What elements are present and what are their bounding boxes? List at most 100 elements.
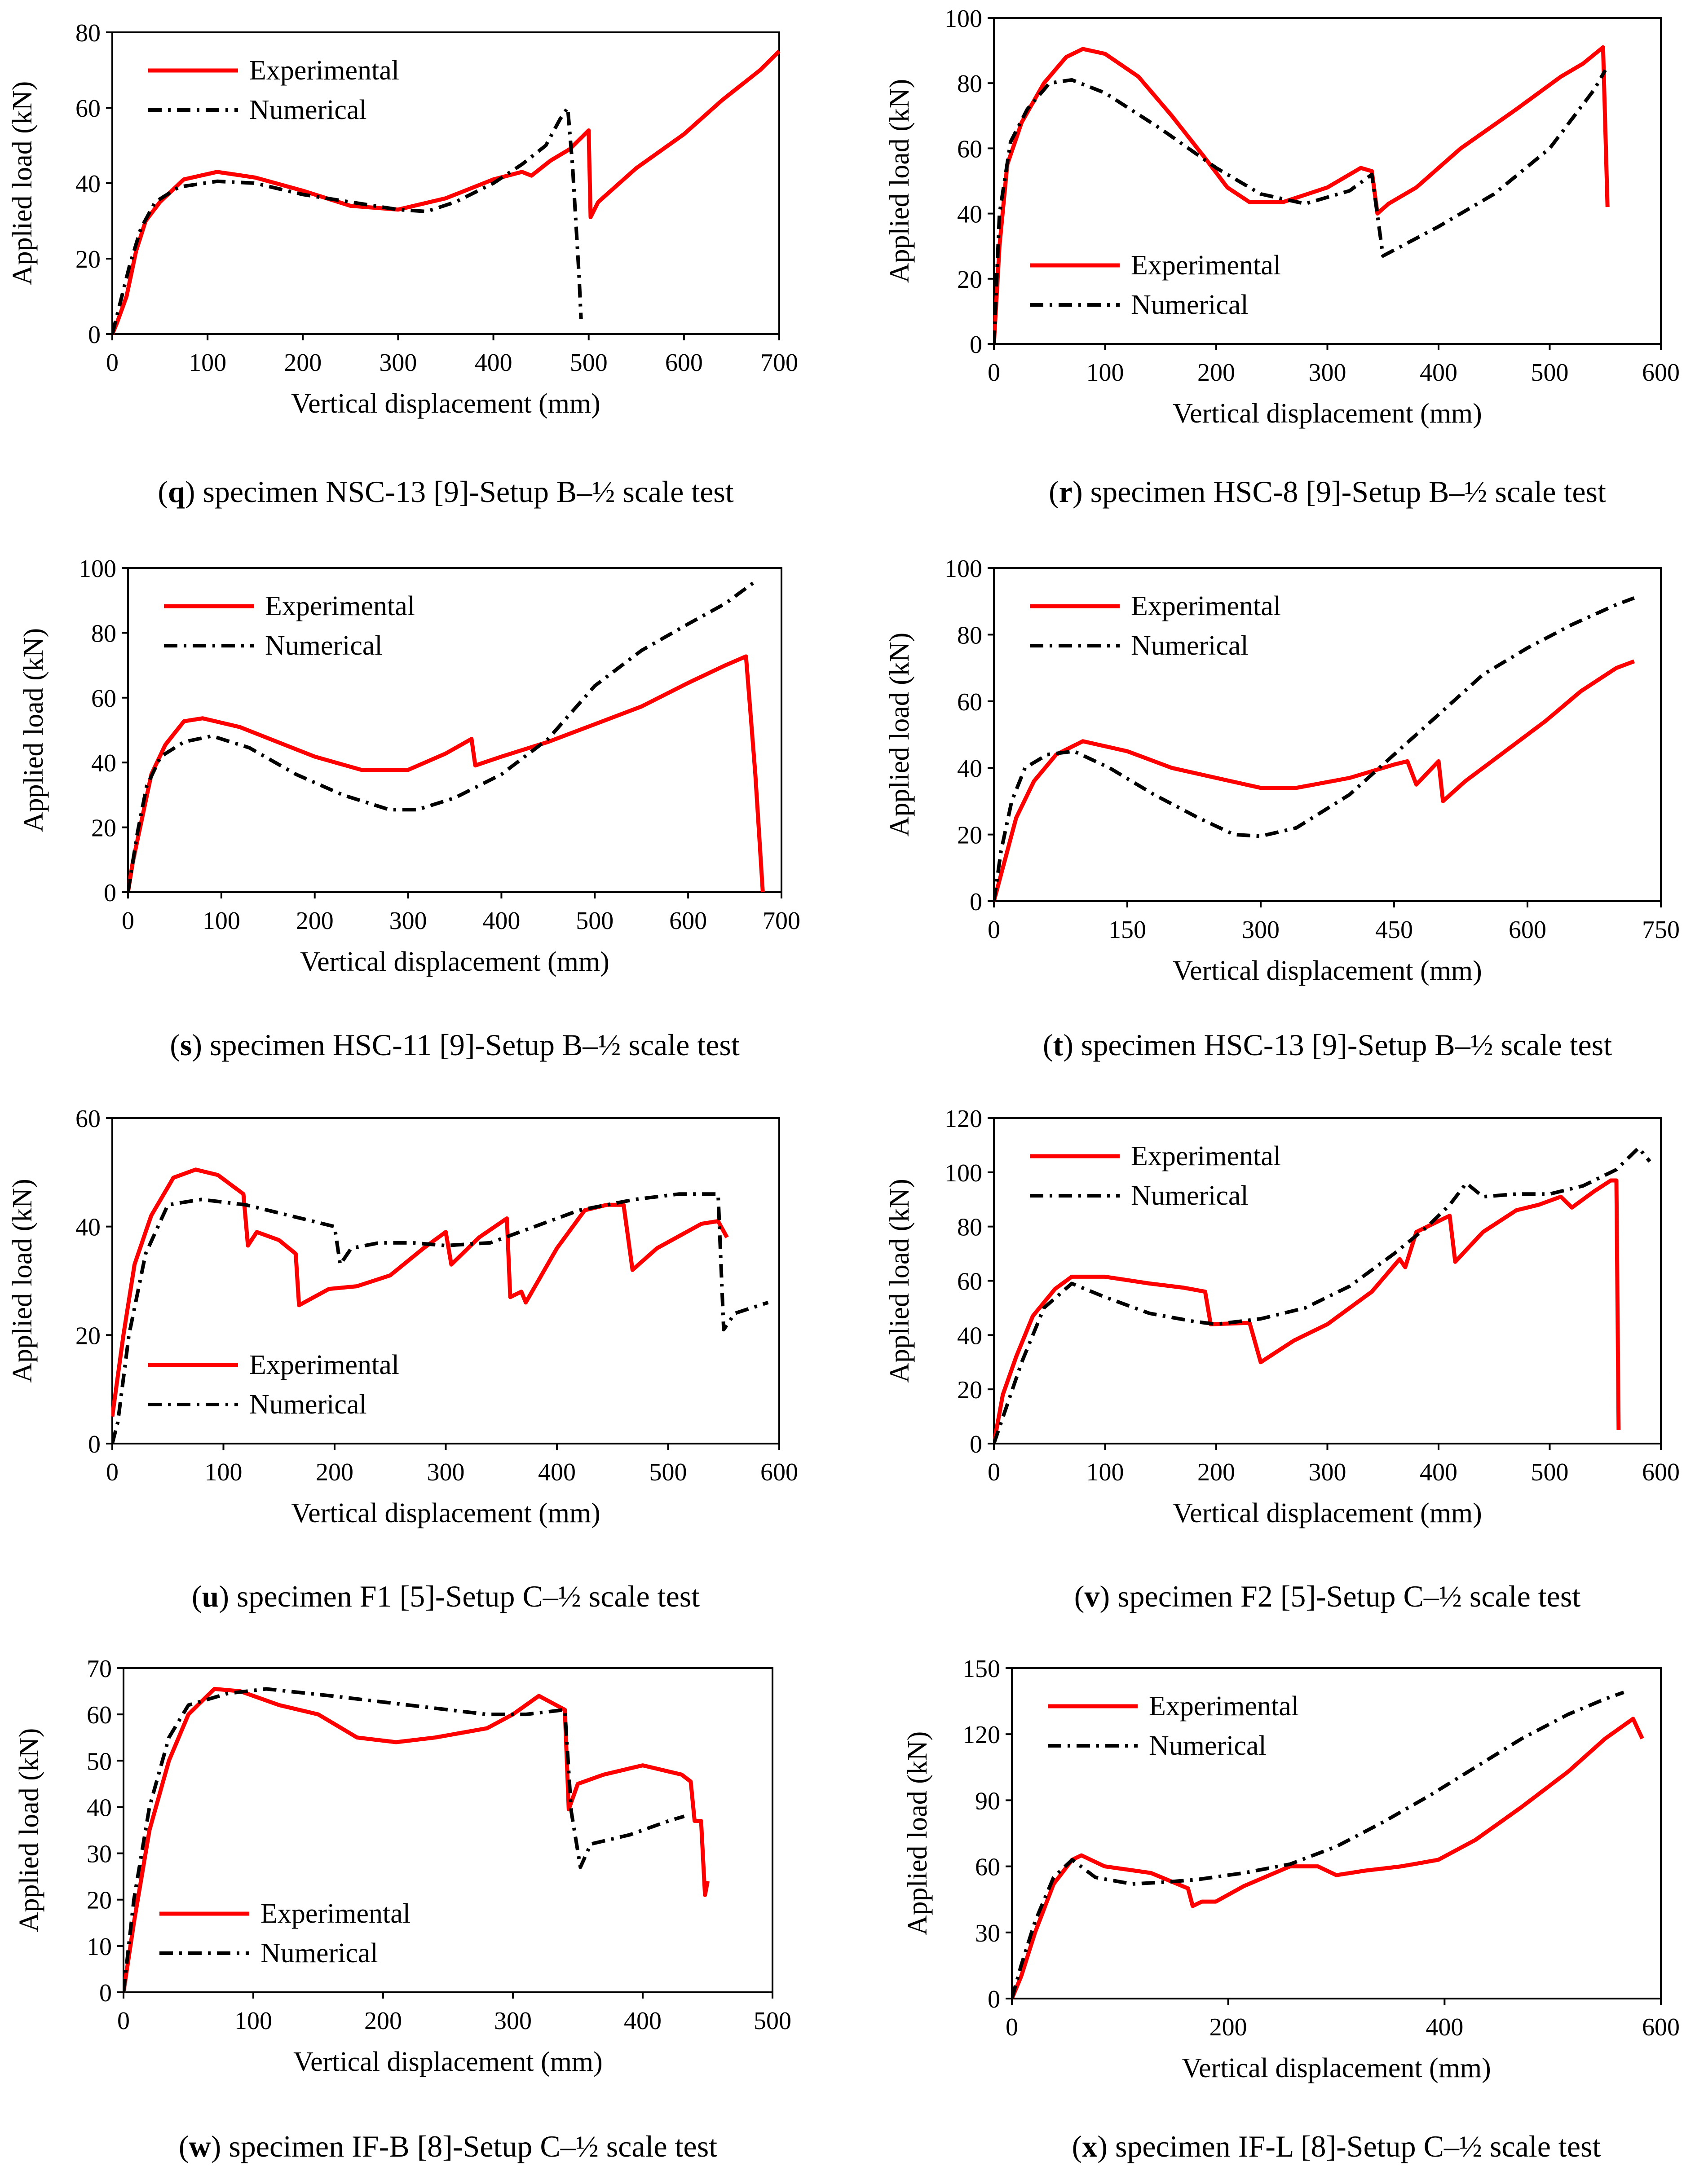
series-line-experimental	[993, 45, 1610, 344]
x-tick-label: 300	[1309, 359, 1346, 387]
y-tick-label: 20	[75, 246, 101, 273]
caption-text: specimen HSC-8 [9]-Setup B–½ scale test	[1090, 475, 1606, 509]
x-tick-label: 500	[570, 349, 608, 377]
x-tick-label: 200	[316, 1458, 353, 1486]
x-tick-label: 400	[1426, 2013, 1463, 2041]
legend-label-experimental: Experimental	[1131, 1141, 1281, 1171]
legend-label-numerical: Numerical	[249, 95, 367, 125]
y-tick-label: 0	[970, 888, 982, 916]
caption-letter: v	[1084, 1579, 1099, 1613]
legend-label-numerical: Numerical	[1131, 1180, 1249, 1211]
y-tick-label: 80	[957, 1214, 982, 1242]
series-line-numerical	[111, 106, 583, 335]
y-tick-label: 40	[87, 1794, 112, 1822]
series-line-experimental	[993, 1178, 1621, 1444]
caption-letter: s	[180, 1028, 192, 1062]
caption-close-paren: )	[1063, 1028, 1081, 1062]
plot-frame	[111, 1117, 780, 1444]
legend-label-experimental: Experimental	[249, 1350, 399, 1380]
caption-text: specimen HSC-11 [9]-Setup B–½ scale test	[210, 1028, 740, 1062]
y-tick-label: 150	[962, 1655, 1000, 1683]
caption-letter: q	[168, 475, 185, 509]
chart-panel-x: 0 200 400 600 0 30 60 90 120 150 Vertical displace…	[902, 1655, 1680, 2163]
y-tick-label: 20	[957, 822, 982, 850]
series-line-experimental	[123, 1686, 710, 1993]
y-tick-label: 0	[104, 879, 116, 907]
series-line-experimental	[993, 659, 1635, 902]
x-tick-label: 600	[1642, 1458, 1680, 1486]
x-tick-label: 0	[1006, 2013, 1018, 2041]
panel-caption: (w) specimen IF-B [8]-Setup C–½ scale te…	[179, 2129, 717, 2163]
y-tick-label: 70	[87, 1655, 112, 1683]
caption-letter: w	[189, 2129, 211, 2163]
x-tick-label: 150	[1108, 916, 1146, 944]
x-tick-label: 100	[1086, 1458, 1124, 1486]
x-axis-label: Vertical displacement (mm)	[291, 388, 600, 419]
caption-letter: t	[1053, 1028, 1064, 1062]
series-line-experimental	[127, 654, 765, 893]
y-tick-label: 60	[91, 685, 116, 713]
plot-frame	[993, 1117, 1662, 1444]
plot-frame	[1011, 1667, 1662, 1999]
y-tick-label: 30	[975, 1920, 1000, 1947]
panel-caption: (r) specimen HSC-8 [9]-Setup B–½ scale t…	[1049, 475, 1606, 509]
y-tick-label: 60	[87, 1701, 112, 1729]
y-tick-label: 20	[957, 266, 982, 294]
legend-label-numerical: Numerical	[265, 630, 383, 661]
caption-open-paren: (	[179, 2129, 189, 2163]
x-tick-label: 300	[389, 907, 427, 935]
caption-letter: u	[202, 1579, 219, 1613]
x-axis-label: Vertical displacement (mm)	[1182, 2053, 1491, 2083]
legend-label-experimental: Experimental	[1149, 1691, 1299, 1722]
series-line-numerical	[993, 1146, 1651, 1444]
y-tick-label: 60	[975, 1854, 1000, 1881]
caption-close-paren: )	[211, 2129, 229, 2163]
y-tick-label: 100	[945, 5, 982, 33]
x-tick-label: 300	[1309, 1458, 1346, 1486]
caption-text: specimen F2 [5]-Setup C–½ scale test	[1117, 1579, 1580, 1613]
caption-open-paren: (	[192, 1579, 202, 1613]
y-tick-label: 60	[957, 135, 982, 163]
x-axis-label: Vertical displacement (mm)	[300, 947, 609, 977]
x-tick-label: 500	[754, 2007, 791, 2035]
x-tick-label: 200	[1197, 359, 1235, 387]
caption-open-paren: (	[1049, 475, 1059, 509]
x-tick-label: 600	[760, 1458, 798, 1486]
x-tick-label: 100	[205, 1458, 243, 1486]
legend-label-numerical: Numerical	[1131, 290, 1249, 320]
series-line-numerical	[127, 581, 755, 893]
caption-open-paren: (	[170, 1028, 180, 1062]
x-tick-label: 700	[763, 907, 800, 935]
x-tick-label: 700	[760, 349, 798, 377]
y-tick-label: 80	[91, 620, 116, 647]
plot-frame	[123, 1667, 773, 1993]
x-tick-label: 400	[1420, 359, 1457, 387]
chart-panel-t: 0 150 300 450 600 750 0 20 40 60 80 100 Vertical dis…	[884, 555, 1680, 1062]
x-tick-label: 0	[106, 1458, 119, 1486]
y-tick-label: 120	[962, 1721, 1000, 1749]
x-tick-label: 0	[117, 2007, 130, 2035]
x-tick-label: 500	[1531, 359, 1569, 387]
x-tick-label: 600	[1642, 359, 1680, 387]
y-tick-label: 100	[79, 555, 116, 583]
y-tick-label: 0	[970, 331, 982, 359]
caption-open-paren: (	[158, 475, 168, 509]
x-tick-label: 0	[988, 359, 1000, 387]
y-tick-label: 0	[99, 1979, 112, 2007]
x-tick-label: 200	[296, 907, 334, 935]
x-tick-label: 500	[649, 1458, 687, 1486]
legend-label-experimental: Experimental	[1131, 250, 1281, 281]
y-axis-label: Applied load (kN)	[902, 1731, 933, 1936]
x-tick-label: 400	[482, 907, 520, 935]
panel-caption: (v) specimen F2 [5]-Setup C–½ scale test	[1074, 1579, 1581, 1613]
y-axis-label: Applied load (kN)	[14, 1728, 44, 1933]
x-tick-label: 600	[1642, 2013, 1680, 2041]
y-tick-label: 40	[91, 749, 116, 777]
x-tick-label: 400	[624, 2007, 662, 2035]
caption-close-paren: )	[1097, 2129, 1115, 2163]
y-tick-label: 40	[957, 1322, 982, 1350]
series-line-experimental	[111, 49, 780, 335]
series-line-numerical	[993, 69, 1607, 344]
caption-open-paren: (	[1043, 1028, 1053, 1062]
series-line-numerical	[123, 1687, 685, 1993]
